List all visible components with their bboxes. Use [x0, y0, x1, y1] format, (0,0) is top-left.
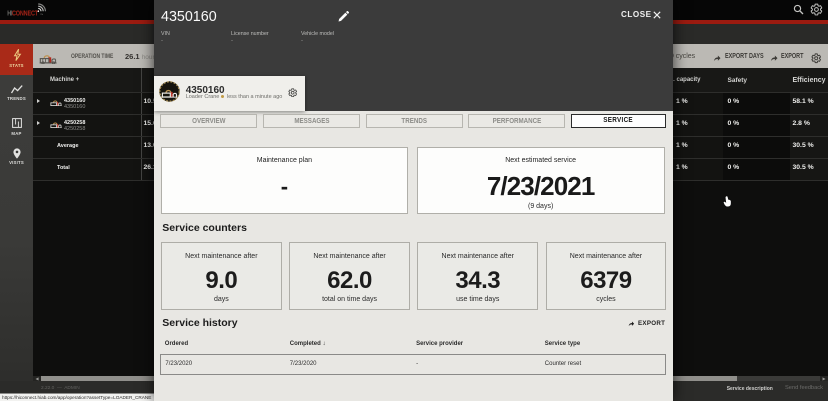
svg-text:™: ™	[40, 13, 43, 17]
svg-text:HI: HI	[7, 10, 12, 18]
svg-text:CONNECT: CONNECT	[12, 10, 38, 18]
